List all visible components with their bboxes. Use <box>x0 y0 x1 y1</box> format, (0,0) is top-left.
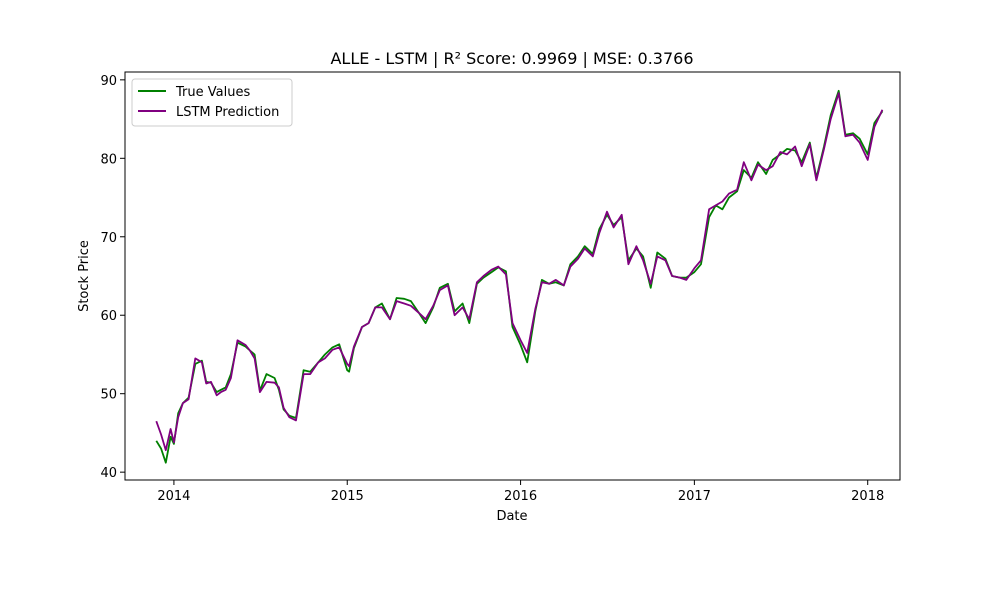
y-tick-label: 40 <box>100 466 117 481</box>
x-axis: 2014 2015 2016 2017 2018 <box>157 480 884 504</box>
series-group <box>155 89 884 464</box>
legend-label-lstm-prediction: LSTM Prediction <box>176 105 279 120</box>
y-tick-label: 90 <box>100 74 117 89</box>
legend-box <box>131 78 293 127</box>
y-tick-label: 80 <box>100 152 117 167</box>
legend-label-true-values: True Values <box>175 85 250 100</box>
y-tick-label: 60 <box>100 309 117 324</box>
y-axis-label: Stock Price <box>77 240 92 312</box>
y-axis: 40 50 60 70 80 90 <box>100 74 125 481</box>
y-tick-label: 70 <box>100 231 117 246</box>
y-tick-label: 50 <box>100 388 117 403</box>
x-tick-label: 2017 <box>678 489 711 504</box>
x-axis-label: Date <box>496 509 527 524</box>
series-line-lstm-prediction <box>155 92 884 452</box>
x-tick-label: 2018 <box>851 489 884 504</box>
x-tick-label: 2015 <box>331 489 364 504</box>
legend: True Values LSTM Prediction <box>131 78 293 127</box>
chart-title: ALLE - LSTM | R² Score: 0.9969 | MSE: 0.… <box>330 49 693 68</box>
x-tick-label: 2016 <box>504 489 537 504</box>
x-tick-label: 2014 <box>157 489 190 504</box>
plot-area <box>124 71 901 481</box>
